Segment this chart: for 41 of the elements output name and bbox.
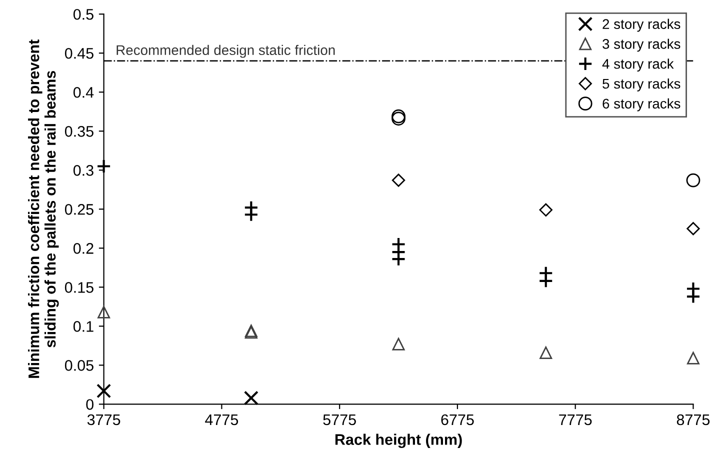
y-tick-label: 0.25: [64, 204, 94, 215]
point: [538, 274, 554, 288]
point: [96, 158, 112, 174]
point: [686, 173, 700, 188]
y-tick-label: 0.5: [73, 8, 94, 20]
x-tick-label: 4775: [205, 414, 238, 426]
point: [540, 346, 552, 359]
point: [96, 384, 112, 398]
legend-label: 3 story racks: [602, 38, 680, 52]
y-tick-label: 0.05: [64, 360, 94, 371]
legend-label: 6 story racks: [602, 98, 680, 112]
point: [392, 112, 406, 126]
x-tick-label: 5775: [323, 414, 356, 426]
y-tick-label: 0.45: [64, 48, 94, 59]
legend-label: 4 story rack: [602, 58, 674, 72]
x-axis-title: Rack height (mm): [335, 434, 462, 448]
y-tick-label: 0.4: [73, 86, 94, 98]
x-tick-label: 6775: [441, 414, 474, 426]
y-tick-label: 0.2: [73, 243, 94, 254]
point: [686, 222, 700, 236]
y-tick-label: 0: [86, 399, 94, 410]
legend-label: 5 story racks: [602, 78, 680, 92]
point: [98, 306, 110, 318]
x-tick-label: 8775: [676, 414, 710, 426]
point: [392, 338, 405, 350]
point: [391, 252, 406, 266]
point: [686, 352, 700, 364]
ref-line-label: Recommended design static friction: [116, 44, 335, 58]
point: [244, 390, 258, 406]
y-tick-label: 0.15: [64, 282, 94, 293]
x-tick-label: 7775: [559, 414, 592, 426]
y-tick-label: 0.3: [73, 165, 94, 176]
point: [686, 289, 701, 304]
point: [392, 109, 406, 124]
y-tick-label: 0.1: [73, 321, 94, 332]
point: [539, 203, 552, 217]
legend-label: 2 story racks: [602, 18, 680, 32]
x-tick-label: 3775: [87, 414, 120, 426]
y-axis-title: Minimum friction coefficient needed to prevent sliding of the pallets on the rail beams: [28, 40, 59, 378]
y-tick-label: 0.35: [64, 126, 94, 137]
point: [392, 174, 406, 187]
